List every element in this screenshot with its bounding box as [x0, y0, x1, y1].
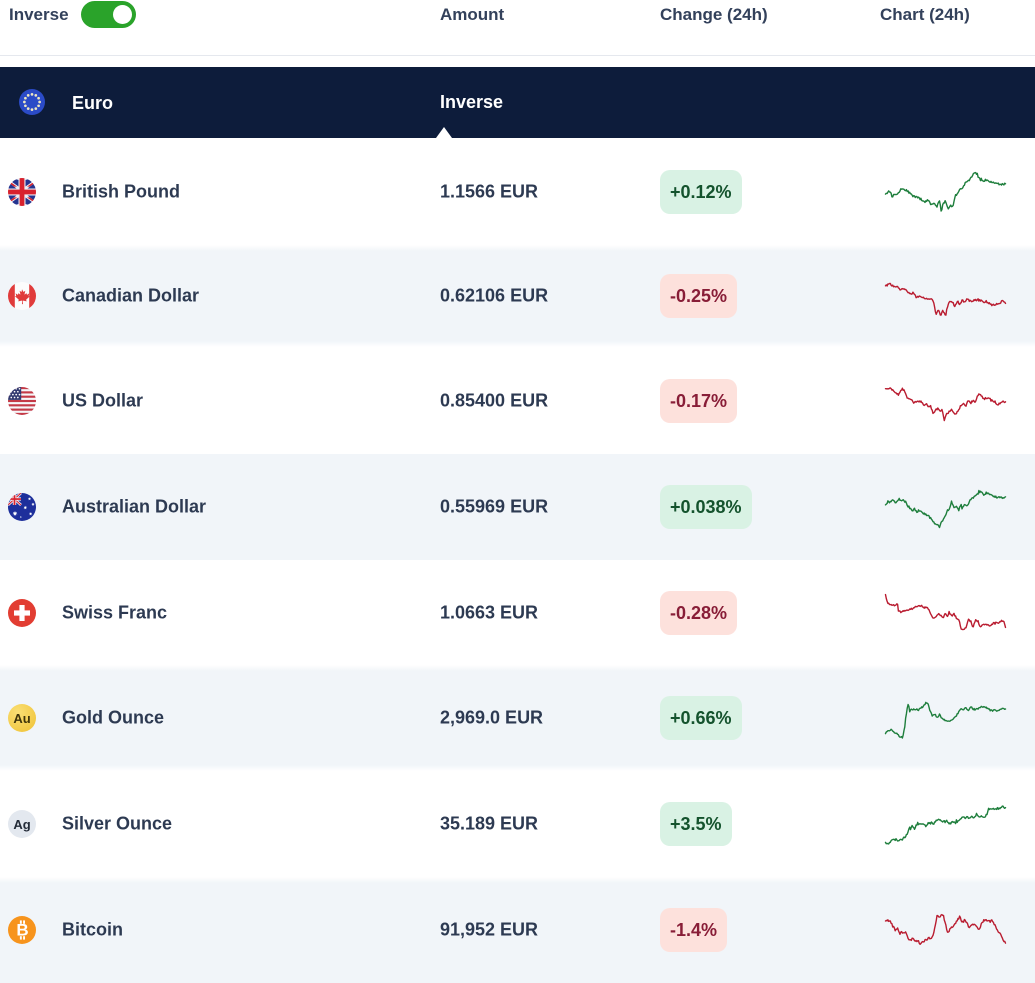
- svg-text:B: B: [16, 921, 28, 940]
- svg-text:Au: Au: [13, 711, 30, 726]
- svg-text:Ag: Ag: [13, 817, 30, 832]
